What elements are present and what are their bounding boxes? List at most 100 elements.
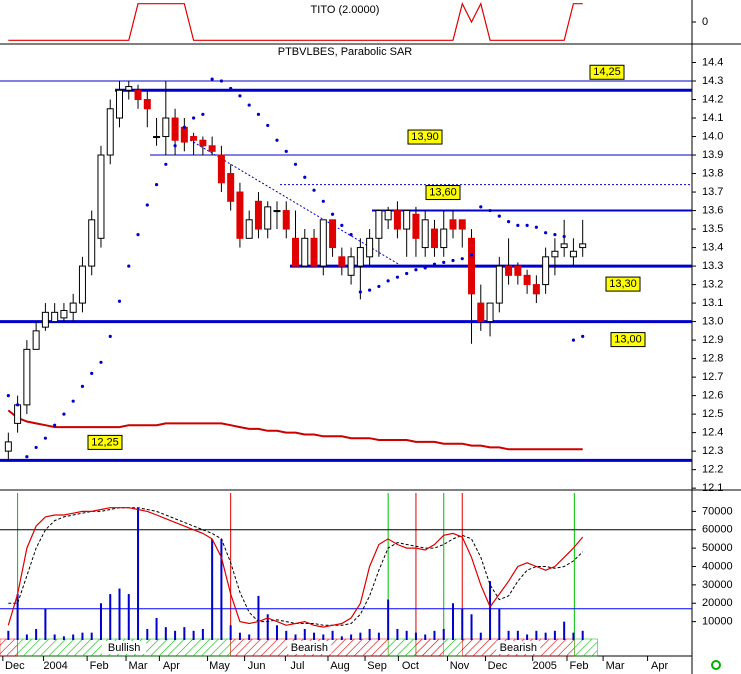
sar-dot [266,123,270,128]
volume-bar [248,634,251,640]
sar-dot [544,231,548,235]
indicator-title: TITO (2.0000) [311,4,380,16]
x-tick-label: Feb [90,660,109,672]
candle-body [264,206,272,230]
candle-body [78,265,86,304]
volume-bar [387,599,390,640]
sar-dot [395,275,400,279]
volume-bar [377,632,380,640]
candle-body [458,219,466,230]
volume-bar [220,538,223,640]
y-tick-label: 14.3 [702,75,723,87]
sar-dot [506,220,511,224]
level-label-box [87,434,123,450]
candle-body [217,154,225,184]
sar-dot [562,234,566,239]
y-tick-label: 12.5 [702,408,723,420]
volume-bar [90,632,93,640]
volume-bar [535,630,538,640]
volume-bar [322,634,325,640]
sar-dot [71,399,75,403]
candle-body [171,117,179,141]
volume-bar [53,634,56,640]
volume-bar [183,627,186,640]
level-label-text: 13,60 [429,186,457,198]
y-tick-label: 13.2 [702,278,723,290]
volume-bar [442,628,445,640]
x-tick-label: 2004 [43,660,67,672]
sar-dot [553,233,557,237]
region-label: Bearish [291,642,328,654]
level-label-text: 13,30 [609,278,637,290]
candle-body [41,311,49,328]
volume-bar [303,628,306,640]
volume-bar [507,630,510,640]
x-tick-label: Dec [5,660,25,672]
sar-dot [479,205,483,209]
sar-dot [321,199,325,203]
sar-dot [368,288,372,292]
volume-bar [414,632,417,640]
y-tick-label: 12.6 [702,390,723,402]
level-label-box [407,129,443,145]
sar-dot [330,212,335,216]
volume-bar [433,630,436,640]
candle-body [125,86,133,91]
volume-bar [470,614,473,640]
trend-region [387,638,417,657]
y-tick-label: 12.4 [702,427,723,439]
volume-bar [72,634,75,640]
volume-bar [238,632,241,640]
sar-dot [525,223,529,227]
volume-bar [35,628,38,640]
sar-dot [358,290,362,294]
sar-dot [303,175,307,179]
candle-body [106,108,114,156]
volume-bar [581,630,584,640]
level-label: 12,25 [87,434,123,450]
candle-body [301,237,309,267]
level-label-box [610,332,646,348]
trend-line [189,139,401,266]
sar-dot [90,371,94,376]
sar-dot [405,271,409,276]
volume-bar [275,625,278,640]
volume-bar [544,632,547,640]
x-tick-label: Nov [450,660,470,672]
candle-body [134,89,142,101]
sar-dot [460,257,464,261]
volume-bar [396,628,399,640]
candle-body [523,274,531,286]
volume-bar [201,628,204,640]
x-tick-label: Jun [248,660,266,672]
y-tick-label: 12.1 [702,482,723,494]
volume-bar [109,594,112,640]
candle-body [236,191,244,239]
volume-bar [340,636,343,640]
sar-dot [145,203,149,207]
sar-dot [43,436,47,440]
candle-body [60,309,68,319]
sar-dot [386,279,390,283]
y-tick-label: 13.7 [702,186,723,198]
x-tick-label: Sep [367,660,387,672]
candle-body [51,311,59,323]
y-tick-label: 13.0 [702,315,723,327]
candle-body [208,145,216,152]
candle-body [319,219,327,267]
x-tick-label: Aug [330,660,350,672]
candle-body [329,219,337,249]
y-tick-label: 12.8 [702,353,723,365]
candle-body [569,250,577,258]
y-tick-label: 13.1 [702,297,723,309]
volume-bar [7,630,10,640]
candle-body [514,265,522,276]
candle-body [310,237,318,267]
region-label-bg [102,641,147,654]
candle-body [245,219,253,239]
sar-dot [201,112,205,116]
candle-body [273,210,281,213]
candle-body [23,348,31,406]
candle-body [347,256,355,276]
y-tick-label: 13.4 [702,241,723,253]
